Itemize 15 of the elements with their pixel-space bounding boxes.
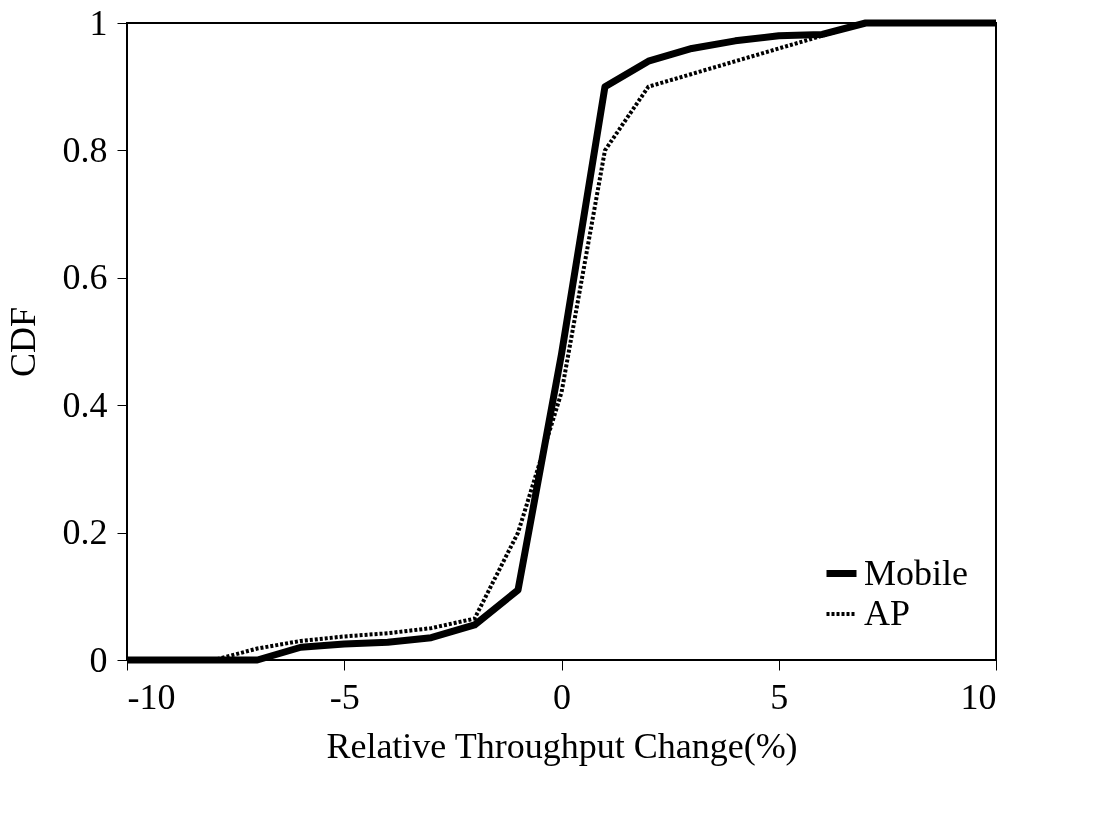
y-tick-label: 0.6 <box>62 257 108 298</box>
y-tick-label: 0 <box>89 639 108 680</box>
y-tick-label: 0.2 <box>62 512 108 553</box>
x-tick-label: -5 <box>329 676 360 717</box>
legend-label: AP <box>864 593 911 633</box>
y-axis-title: CDF <box>2 306 43 378</box>
x-tick-label: 0 <box>553 676 571 717</box>
x-tick-label: 5 <box>770 676 789 717</box>
legend-label: Mobile <box>864 552 968 593</box>
x-tick-label: 10 <box>960 676 997 717</box>
y-tick-label: 0.8 <box>62 129 108 170</box>
y-tick-label: 0.4 <box>62 384 108 425</box>
y-tick-label: 1 <box>89 2 108 43</box>
x-axis-title: Relative Throughput Change(%) <box>326 725 798 766</box>
x-tick-label: -10 <box>127 676 176 717</box>
